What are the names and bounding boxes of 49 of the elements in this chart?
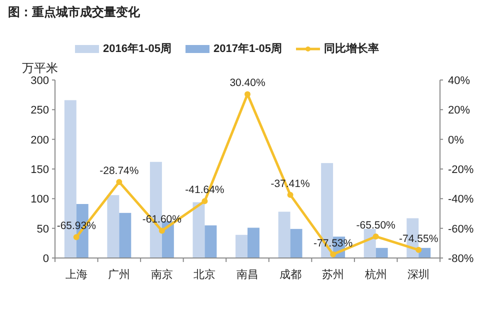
point — [330, 251, 336, 258]
chart-title: 图：重点城市成交量变化 — [8, 5, 141, 19]
y2-tick-label: -40% — [448, 194, 474, 206]
y-axis-title: 万平米 — [22, 61, 58, 75]
legend-label: 同比增长率 — [324, 42, 379, 55]
y2-tick-label: 40% — [448, 75, 470, 87]
y-tick-label: 50 — [36, 223, 49, 236]
y2-tick-label: -20% — [448, 164, 474, 176]
bar — [107, 195, 120, 258]
x-tick-label: 杭州 — [364, 268, 387, 281]
x-tick-label: 广州 — [108, 268, 130, 281]
bar — [236, 234, 248, 258]
bar — [290, 228, 302, 258]
y-tick-label: 100 — [30, 194, 49, 206]
y2-tick-label: 0% — [448, 134, 464, 146]
y2-tick-label: -80% — [448, 253, 474, 265]
bar — [376, 248, 388, 258]
y2-tick-label: -60% — [448, 223, 474, 236]
bar — [192, 202, 205, 258]
y-tick-label: 150 — [30, 164, 49, 176]
x-tick-label: 成都 — [279, 268, 302, 281]
legend-label: 2017年1-05周 — [214, 42, 282, 55]
x-tick-label: 苏州 — [322, 268, 344, 281]
data-label: -28.74% — [100, 164, 139, 177]
bar — [204, 225, 217, 258]
x-tick-label: 南京 — [150, 268, 173, 281]
y-tick-label: 0 — [42, 253, 49, 265]
point — [287, 192, 294, 198]
data-label: 30.40% — [230, 77, 266, 90]
data-label: -74.55% — [399, 232, 438, 245]
y-tick-label: 200 — [30, 134, 49, 146]
x-tick-label: 北京 — [194, 268, 216, 281]
point — [158, 228, 165, 234]
bar — [119, 212, 132, 258]
point — [416, 246, 422, 253]
bar — [278, 212, 290, 258]
legend-label: 2016年1-05周 — [103, 42, 172, 55]
bar — [248, 228, 260, 258]
data-label: -65.50% — [356, 219, 396, 232]
x-tick-label: 深圳 — [408, 268, 430, 281]
point — [116, 178, 122, 185]
y-tick-label: 250 — [30, 104, 49, 117]
x-tick-label: 上海 — [65, 268, 88, 281]
y2-tick-label: 20% — [448, 104, 470, 117]
point — [73, 234, 80, 240]
y-tick-label: 300 — [30, 75, 49, 87]
point — [372, 233, 379, 240]
x-tick-label: 南昌 — [236, 268, 258, 281]
point — [202, 198, 208, 204]
